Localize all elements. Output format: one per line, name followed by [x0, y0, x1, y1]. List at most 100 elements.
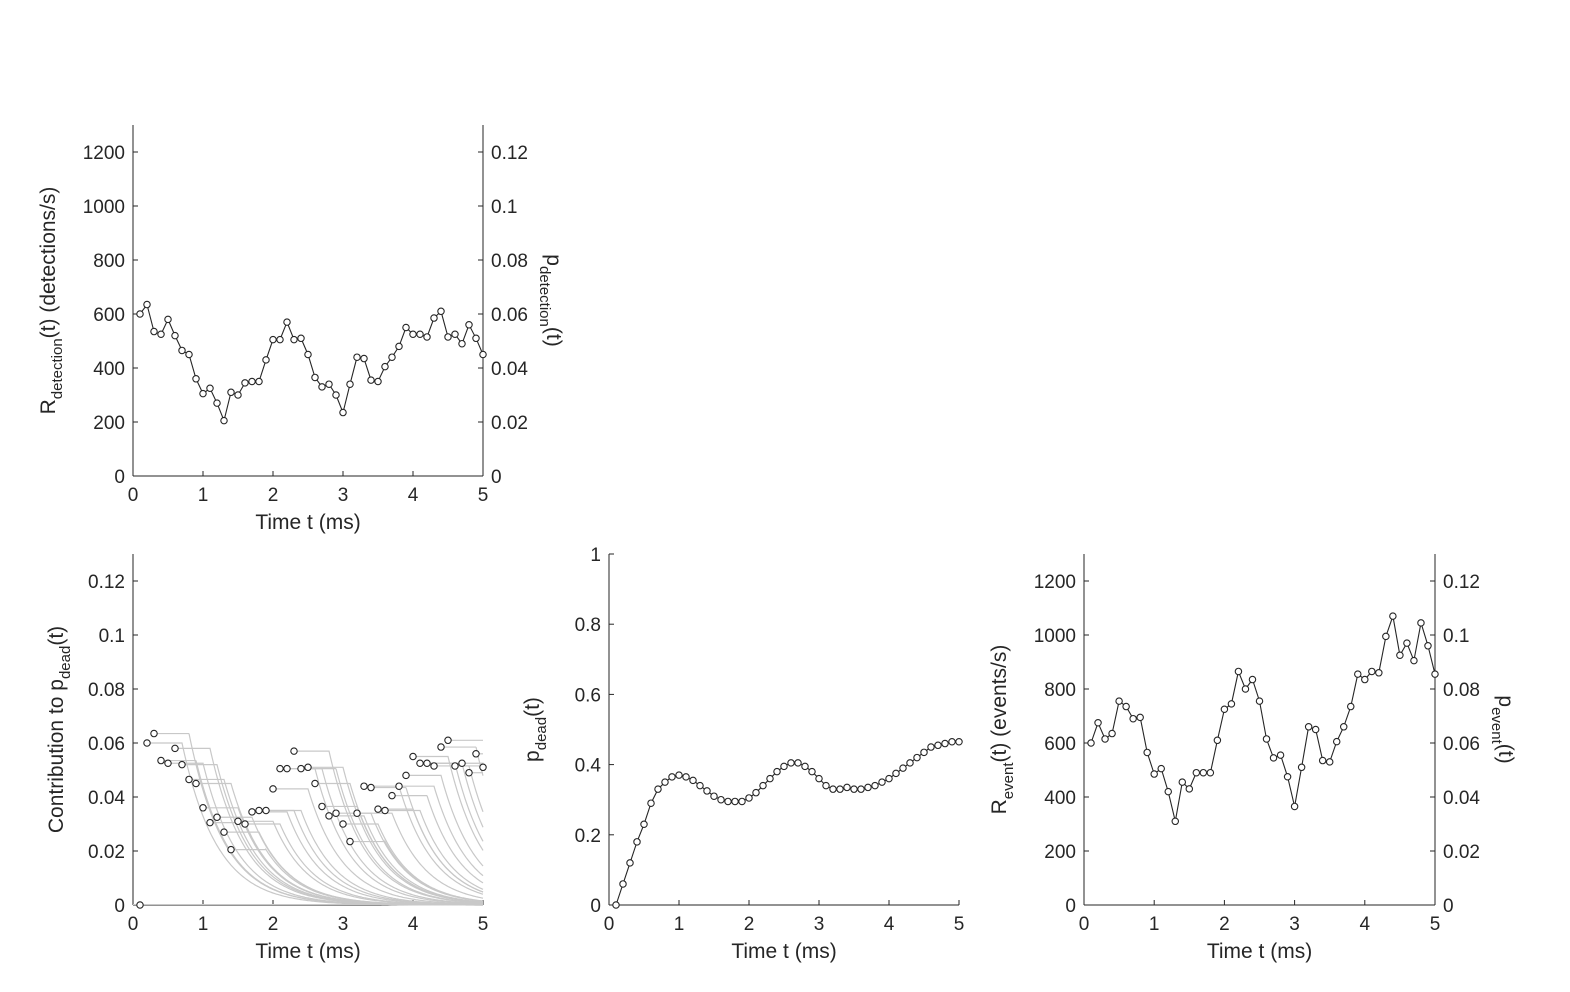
data-point: [465, 768, 473, 777]
data-point: [1255, 697, 1264, 705]
decay-curve: [364, 785, 484, 895]
data-point: [745, 794, 753, 802]
x-tick-label: 1: [1149, 914, 1160, 935]
data-point: [626, 859, 634, 867]
y-tick-label: 1000: [83, 197, 125, 218]
data-point: [213, 813, 221, 821]
y-tick-label: 400: [93, 359, 125, 380]
data-point: [892, 769, 900, 778]
y-axis-label-main: R: [37, 399, 60, 414]
data-point: [367, 376, 375, 384]
data-point: [1150, 770, 1158, 778]
x-tick-label: 0: [1079, 914, 1090, 935]
data-point: [388, 791, 396, 800]
data-point: [346, 837, 354, 846]
y2-axis-label-sub: event: [1488, 707, 1505, 745]
y-tick-label: 1000: [1034, 626, 1076, 647]
data-point: [199, 804, 207, 812]
y-axis-label: Rdetection(t) (detections/s): [37, 187, 66, 415]
data-point: [227, 845, 235, 854]
data-point: [1361, 675, 1369, 684]
decay-curve: [189, 778, 483, 906]
data-point: [619, 880, 627, 888]
x-tick-label: 2: [744, 914, 755, 935]
data-point: [927, 743, 935, 751]
data-point: [1382, 632, 1390, 641]
data-point: [1332, 737, 1341, 746]
data-point: [206, 818, 214, 827]
data-point: [241, 379, 249, 387]
data-point: [381, 806, 389, 815]
y-tick-label: 0: [114, 467, 125, 488]
y2-tick-label: 0.08: [1443, 680, 1480, 701]
data-point: [1375, 669, 1383, 677]
data-point: [1143, 748, 1151, 757]
data-point: [381, 362, 389, 371]
x-tick-label: 4: [1360, 914, 1371, 935]
data-point: [444, 736, 452, 745]
data-point: [276, 335, 284, 344]
data-point: [255, 806, 263, 815]
data-point: [808, 767, 816, 776]
data-point: [304, 350, 312, 359]
data-point: [1290, 802, 1299, 811]
y-axis-label-rest: (t): [521, 697, 544, 717]
data-point: [374, 805, 382, 813]
decay-curve: [175, 747, 483, 906]
decay-curve: [392, 795, 484, 884]
data-point: [920, 748, 928, 757]
data-point: [458, 759, 466, 767]
data-point: [1087, 739, 1095, 747]
y-axis-label-rest: (t) (events/s): [988, 645, 1011, 763]
data-point: [752, 788, 760, 797]
x-axis-label: Time t (ms): [1207, 940, 1312, 963]
y-tick-label: 800: [1044, 680, 1076, 701]
data-point: [353, 353, 361, 361]
data-point: [472, 334, 480, 343]
y-axis-label-sub: event: [1000, 762, 1017, 800]
data-point: [787, 759, 795, 767]
decay-curve: [329, 815, 484, 903]
y2-tick-label: 0.02: [491, 413, 528, 434]
data-point: [423, 333, 431, 341]
x-tick-label: 1: [198, 485, 209, 506]
x-tick-label: 0: [604, 914, 615, 935]
data-point: [857, 785, 865, 793]
data-point: [150, 327, 158, 336]
x-axis-label: Time t (ms): [255, 511, 360, 534]
data-point: [262, 356, 270, 364]
data-point: [178, 346, 186, 355]
y-axis-label-sub: detection: [49, 338, 66, 399]
data-point: [1347, 702, 1355, 711]
y2-axis-label: pdetection(t): [536, 254, 565, 346]
y2-tick-label: 0.06: [1443, 734, 1480, 755]
data-point: [724, 797, 732, 806]
data-point: [339, 820, 347, 828]
data-point: [423, 759, 431, 767]
x-tick-label: 5: [1430, 914, 1441, 935]
data-point: [213, 399, 221, 407]
data-point: [1248, 675, 1257, 684]
y-axis-label: pdead(t): [521, 697, 550, 762]
x-tick-label: 4: [884, 914, 895, 935]
data-point: [836, 785, 844, 793]
data-point: [1157, 764, 1165, 773]
y2-tick-label: 0.08: [491, 251, 528, 272]
y-tick-label: 0.06: [88, 734, 125, 755]
data-point: [472, 750, 480, 758]
data-point: [1164, 787, 1172, 796]
data-point: [899, 764, 907, 772]
data-point: [1325, 758, 1334, 766]
data-point: [1227, 700, 1236, 708]
data-point: [794, 759, 802, 767]
y2-axis-label-sub: detection: [536, 266, 553, 327]
data-point: [1403, 639, 1411, 647]
data-point: [654, 785, 662, 793]
detection-rate-chart: 0 1 2 3 4 5 Time t (ms) 0 200 400 600 800 1000 1200 0 0…: [37, 125, 565, 534]
data-point: [136, 901, 144, 909]
data-point: [346, 380, 354, 388]
data-point: [157, 756, 165, 765]
x-tick-label: 5: [478, 485, 489, 506]
data-point: [696, 781, 704, 790]
decay-curve: [413, 755, 484, 851]
